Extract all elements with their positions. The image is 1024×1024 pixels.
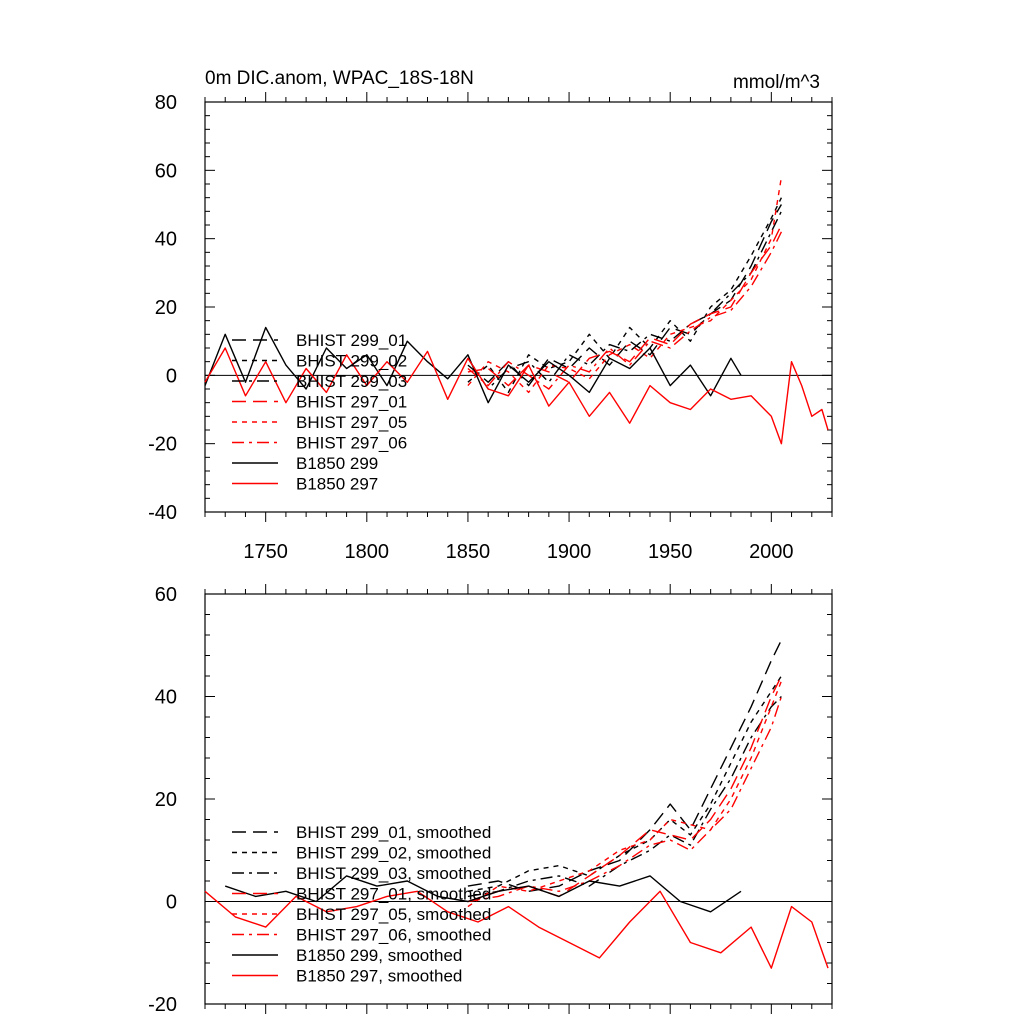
series-line [467, 197, 783, 394]
units-label: mmol/m^3 [733, 72, 820, 93]
y-tick-label: -40 [148, 502, 177, 524]
bottom-panel: -20 0 20 40 60 BHIST 299_01, smoothed BHIST 29… [148, 584, 833, 1016]
legend-label: BHIST 299_01 [296, 331, 407, 350]
series-line [467, 696, 782, 898]
y-tick-label: 20 [155, 789, 177, 811]
series-line [204, 890, 829, 969]
y-tick-label: 80 [155, 92, 177, 114]
series-line [204, 326, 742, 404]
series-line [467, 210, 783, 390]
series-line [467, 177, 783, 394]
y-tick-label: 40 [155, 687, 177, 709]
x-tick-label: 1750 [243, 541, 288, 563]
y-tick-label: -20 [148, 994, 177, 1016]
legend-label: B1850 299 [296, 454, 378, 473]
x-tick-label: 1900 [547, 541, 592, 563]
y-tick-label: 0 [166, 892, 177, 914]
x-tick-label: 1850 [446, 541, 491, 563]
y-tick-label: 60 [155, 584, 177, 606]
legend-label: BHIST 299_02 [296, 352, 407, 371]
y-tick-label: 20 [155, 297, 177, 319]
series-line [467, 696, 783, 903]
series-line [467, 224, 783, 387]
y-tick-label: 60 [155, 160, 177, 182]
legend-label: BHIST 299_03 [296, 372, 407, 391]
y-tick-label: 40 [155, 229, 177, 251]
legend-label: B1850 297, smoothed [296, 967, 462, 986]
legend-label: BHIST 297_01, smoothed [296, 885, 491, 904]
legend-label: BHIST 297_05 [296, 413, 407, 432]
chart-title: 0m DIC.anom, WPAC_18S-18N [205, 68, 474, 89]
series-line [204, 347, 829, 445]
legend-label: BHIST 297_06 [296, 434, 407, 453]
x-tick-label: 1800 [345, 541, 390, 563]
top-panel: -40 -20 0 20 40 60 80 1750 1800 1850 1900 1950 2000 0… [148, 68, 833, 563]
x-tick-label: 1950 [648, 541, 693, 563]
series-line [467, 675, 782, 892]
x-tick-label: 2000 [749, 541, 794, 563]
legend-label: BHIST 297_05, smoothed [296, 905, 491, 924]
legend-label: BHIST 297_06, smoothed [296, 926, 491, 945]
series-line [467, 231, 783, 390]
y-tick-label: -20 [148, 434, 177, 456]
series-line [467, 204, 783, 387]
legend-label: BHIST 299_02, smoothed [296, 844, 491, 863]
legend-label: BHIST 299_01, smoothed [296, 823, 491, 842]
legend-label: B1850 297 [296, 475, 378, 494]
series-line [224, 875, 742, 913]
series-line [467, 680, 783, 908]
series-line [467, 639, 783, 892]
legend-label: BHIST 299_03, smoothed [296, 864, 491, 883]
legend-label: B1850 299, smoothed [296, 946, 462, 965]
series-line [467, 675, 783, 903]
y-tick-label: 0 [166, 365, 177, 387]
legend-label: BHIST 297_01 [296, 393, 407, 412]
